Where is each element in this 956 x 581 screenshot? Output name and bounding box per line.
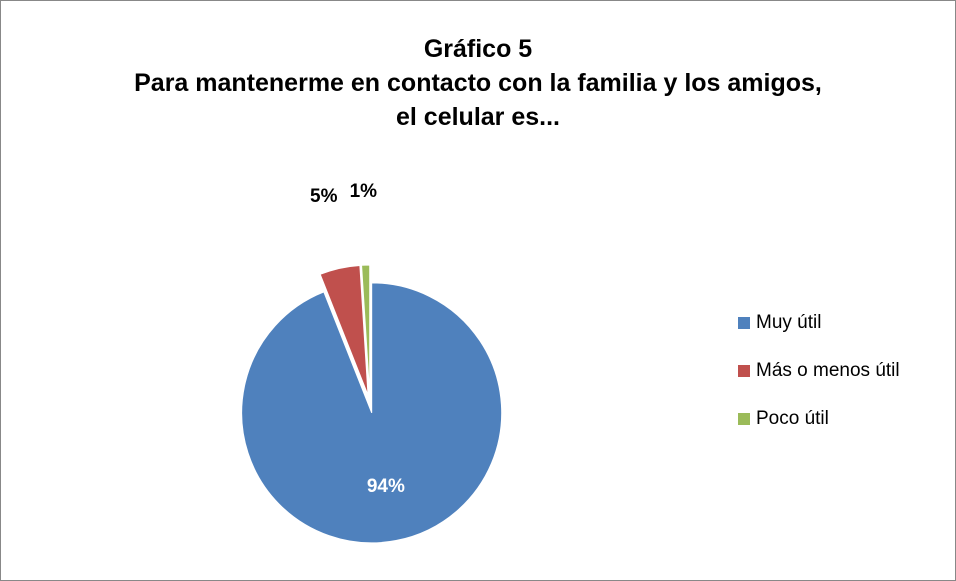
legend-swatch: [738, 413, 750, 425]
pie-slice: [319, 264, 369, 396]
legend-swatch: [738, 365, 750, 377]
pie-slice: [361, 264, 371, 396]
legend-label: Más o menos útil: [756, 360, 900, 381]
chart-subtitle: Para mantenerme en contacto con la famil…: [134, 69, 822, 131]
data-label: 5%: [310, 186, 338, 207]
legend-label: Poco útil: [756, 408, 829, 429]
legend-swatch: [738, 317, 750, 329]
chart-title: Gráfico 5: [423, 35, 533, 63]
data-label: 1%: [350, 181, 378, 202]
pie-slice: [241, 282, 503, 544]
legend-label: Muy útil: [756, 312, 821, 333]
data-label: 94%: [367, 476, 405, 497]
